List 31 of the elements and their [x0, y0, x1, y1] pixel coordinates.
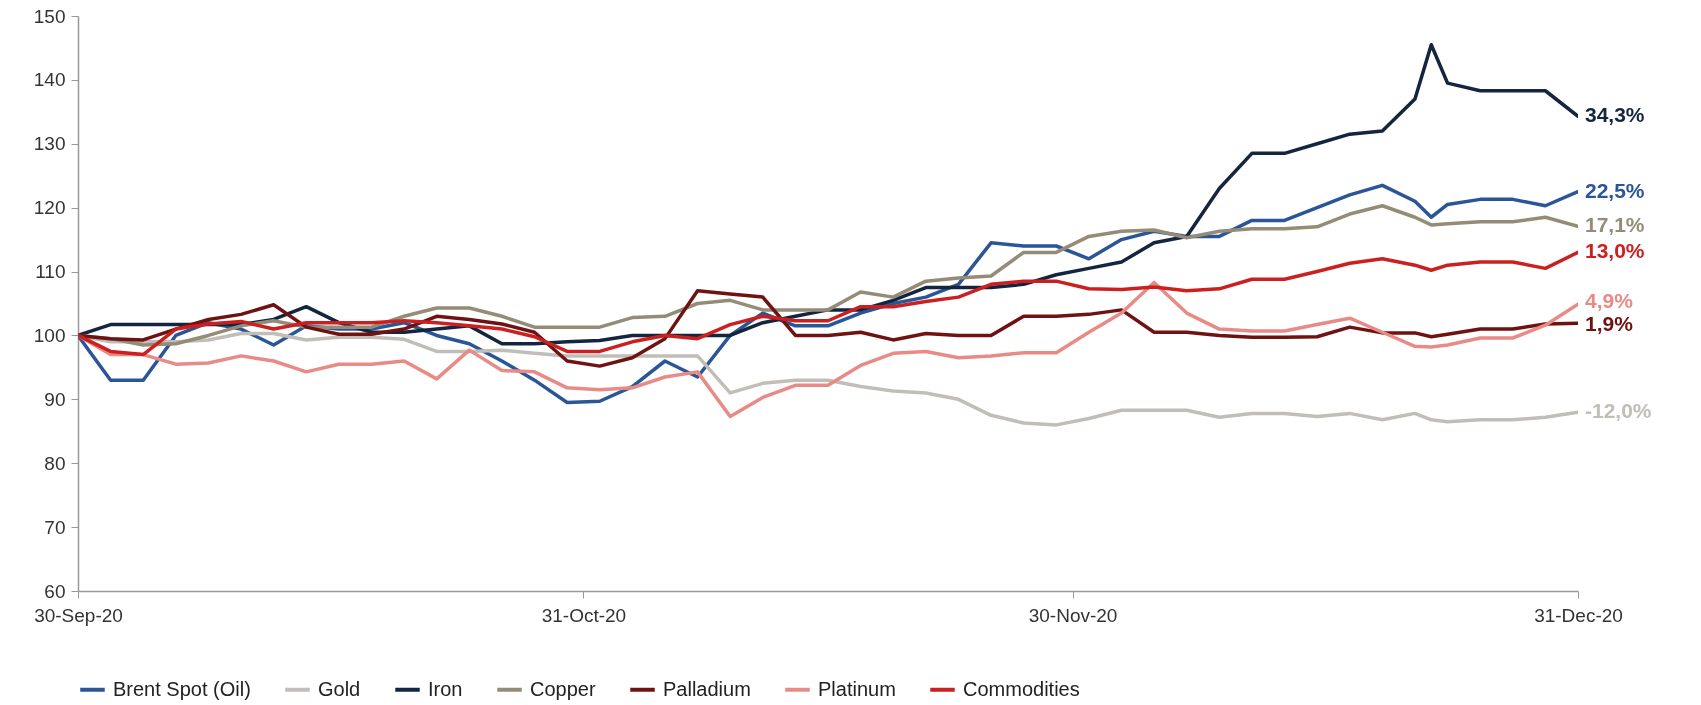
- x-tick-label: 30-Nov-20: [1028, 604, 1118, 626]
- line-series: [78, 280, 1578, 419]
- y-tick-label: 80: [44, 452, 66, 474]
- legend-label: Commodities: [963, 677, 1080, 700]
- legend-label: Copper: [530, 677, 596, 700]
- line-series: [78, 288, 1578, 368]
- legend-label: Brent Spot (Oil): [113, 677, 251, 700]
- legend-label: Platinum: [818, 677, 896, 700]
- y-tick-label: 150: [33, 5, 66, 27]
- legend-label: Palladium: [663, 677, 751, 700]
- line-series: [78, 250, 1578, 357]
- y-tick-label: 110: [35, 261, 66, 283]
- legend-label: Iron: [428, 677, 463, 700]
- y-tick-label: 70: [44, 516, 66, 538]
- y-tick-label: 140: [33, 69, 66, 91]
- annotation: 1,9%: [1585, 312, 1634, 336]
- x-tick-label: 30-Sep-20: [34, 604, 123, 626]
- y-tick-label: 90: [44, 388, 66, 410]
- legend-label: Gold: [318, 677, 361, 700]
- annotation: 4,9%: [1585, 289, 1634, 313]
- annotation: 13,0%: [1585, 239, 1645, 263]
- y-tick-label: 120: [33, 197, 66, 219]
- y-tick-label: 100: [33, 324, 66, 346]
- y-tick-label: 60: [44, 580, 66, 602]
- annotation: -12,0%: [1585, 399, 1652, 423]
- x-tick-label: 31-Oct-20: [541, 604, 627, 626]
- annotation: 22,5%: [1585, 178, 1645, 202]
- annotation: 34,3%: [1585, 103, 1645, 127]
- x-tick-label: 31-Dec-20: [1534, 604, 1623, 626]
- y-tick-label: 130: [33, 133, 66, 155]
- annotation: 17,1%: [1585, 213, 1645, 237]
